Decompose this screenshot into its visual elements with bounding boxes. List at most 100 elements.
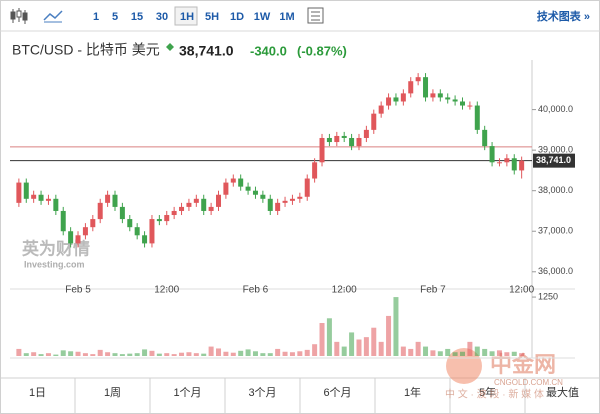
candle-body bbox=[289, 198, 295, 201]
candle-body bbox=[371, 113, 377, 130]
volume-bar bbox=[289, 352, 295, 356]
period-button[interactable]: 1日 bbox=[29, 387, 46, 399]
candle-body bbox=[275, 202, 281, 211]
period-button[interactable]: 1个月 bbox=[173, 386, 201, 399]
y-tick-label: 38,000.0 bbox=[538, 185, 573, 195]
volume-bar bbox=[31, 352, 37, 356]
candle-body bbox=[267, 198, 273, 211]
y-tick-label: 36,000.0 bbox=[538, 266, 573, 276]
volume-bar bbox=[16, 348, 22, 356]
period-button[interactable]: 1年 bbox=[404, 385, 421, 399]
volume-bar bbox=[223, 351, 229, 356]
candle-body bbox=[252, 190, 258, 195]
candle-body bbox=[23, 182, 29, 199]
interval-button[interactable]: 5H bbox=[205, 11, 219, 23]
interval-button[interactable]: 1D bbox=[230, 11, 244, 23]
candle-body bbox=[334, 135, 340, 143]
volume-bar bbox=[408, 348, 414, 356]
change-pct: (-0.87%) bbox=[297, 43, 347, 58]
volume-bar bbox=[82, 353, 88, 356]
candle-body bbox=[75, 235, 81, 244]
candle-body bbox=[282, 200, 288, 203]
volume-bar bbox=[216, 348, 222, 356]
volume-bar bbox=[482, 348, 488, 356]
period-button[interactable]: 6个月 bbox=[323, 386, 351, 399]
candle-body bbox=[53, 198, 59, 211]
candle-body bbox=[216, 194, 222, 207]
volume-bar bbox=[260, 353, 266, 356]
volume-bar bbox=[68, 351, 74, 356]
period-button[interactable]: 最大值 bbox=[546, 385, 579, 399]
candle-icon[interactable] bbox=[10, 8, 28, 24]
period-button[interactable]: 5年 bbox=[479, 385, 496, 399]
candle-body bbox=[179, 206, 185, 211]
volume-bar bbox=[149, 350, 155, 356]
volume-bar bbox=[97, 349, 103, 356]
tech-chart-link[interactable]: 技术图表 » bbox=[537, 9, 590, 23]
interval-button[interactable]: 1 bbox=[93, 11, 99, 23]
interval-button[interactable]: 1W bbox=[254, 11, 271, 23]
cngold-logo bbox=[446, 348, 482, 384]
volume-bar bbox=[437, 351, 443, 356]
candle-body bbox=[400, 93, 406, 102]
interval-button[interactable]: 1H bbox=[180, 11, 194, 23]
candle-body bbox=[474, 105, 480, 130]
candle-body bbox=[467, 105, 473, 107]
volume-bar bbox=[356, 339, 362, 356]
candle-body bbox=[408, 81, 414, 94]
volume-bar bbox=[504, 352, 510, 356]
volume-bar bbox=[142, 349, 148, 356]
candle-body bbox=[511, 158, 517, 171]
x-tick-label: 12:00 bbox=[509, 285, 534, 296]
candle-body bbox=[238, 178, 244, 187]
period-button[interactable]: 3个月 bbox=[248, 386, 276, 399]
watermark: 英为财情 bbox=[22, 238, 90, 258]
candle-body bbox=[186, 202, 192, 207]
candle-body bbox=[393, 97, 399, 102]
volume-bar bbox=[496, 350, 502, 356]
candle-body bbox=[319, 137, 325, 163]
candle-body bbox=[119, 206, 125, 220]
price: 38,741.0 bbox=[179, 43, 234, 59]
volume-bar bbox=[474, 346, 480, 356]
candle-body bbox=[386, 97, 392, 106]
volume-bar bbox=[445, 348, 451, 356]
volume-bar bbox=[156, 353, 162, 356]
candle-body bbox=[149, 219, 155, 244]
candle-body bbox=[156, 219, 162, 222]
candle-body bbox=[430, 93, 436, 98]
candle-body bbox=[82, 227, 88, 236]
volume-bar bbox=[60, 350, 66, 356]
last-price-label: 38,741.0 bbox=[536, 155, 571, 165]
interval-button[interactable]: 1M bbox=[279, 11, 294, 23]
candle-body bbox=[230, 178, 236, 183]
volume-bar bbox=[252, 351, 258, 356]
instrument-name: BTC/USD - 比特币 美元 bbox=[12, 42, 160, 58]
candle-body bbox=[127, 219, 133, 228]
volume-bar bbox=[171, 354, 177, 356]
line-icon[interactable] bbox=[43, 10, 63, 21]
volume-bar bbox=[393, 297, 399, 356]
candle-body bbox=[142, 235, 148, 244]
period-button[interactable]: 1周 bbox=[104, 386, 121, 399]
status-diamond bbox=[166, 43, 174, 51]
candle-body bbox=[452, 99, 458, 102]
interval-button[interactable]: 5 bbox=[112, 11, 118, 23]
volume-bar bbox=[319, 323, 325, 356]
volume-bar bbox=[38, 354, 44, 356]
candle-body bbox=[201, 198, 207, 211]
candle-body bbox=[38, 194, 44, 201]
candle-body bbox=[326, 137, 332, 143]
change: -340.0 bbox=[250, 43, 287, 58]
volume-bar bbox=[304, 349, 310, 356]
volume-bar bbox=[186, 352, 192, 356]
volume-bar bbox=[430, 350, 436, 356]
interval-button[interactable]: 15 bbox=[131, 11, 143, 23]
candle-body bbox=[496, 162, 502, 164]
watermark: Investing.com bbox=[24, 259, 85, 269]
interval-button[interactable]: 30 bbox=[156, 11, 168, 23]
candle-body bbox=[482, 129, 488, 147]
volume-bar bbox=[275, 348, 281, 356]
volume-bar bbox=[105, 352, 111, 356]
watermark: CNGOLD.COM.CN bbox=[494, 378, 563, 387]
